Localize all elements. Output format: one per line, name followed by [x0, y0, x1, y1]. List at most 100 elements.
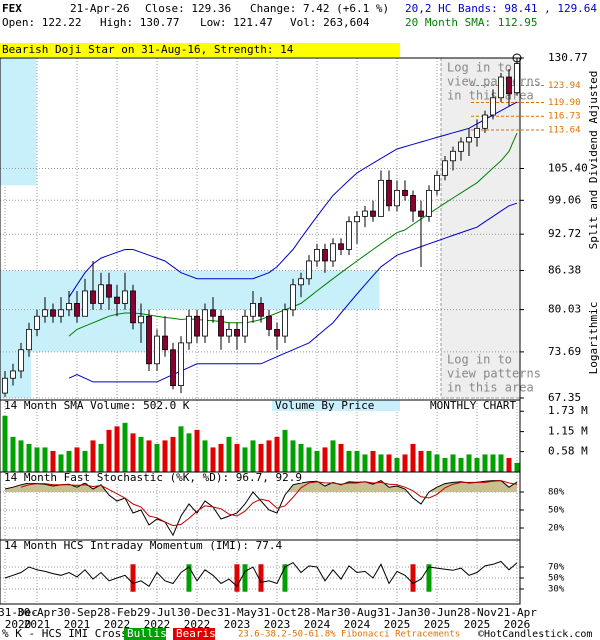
volume-bar — [490, 454, 496, 472]
pattern-notice: in this area — [447, 89, 534, 103]
y-tick-label: 67.35 — [548, 391, 581, 404]
volume-bar — [90, 440, 96, 472]
volume-bar — [10, 436, 16, 472]
candle-body — [290, 284, 296, 311]
candle-body — [114, 296, 120, 304]
x-tick-label: 30-Aug 2024 — [337, 606, 377, 631]
candle-body — [490, 97, 496, 116]
candle-body — [50, 309, 56, 317]
x-tick-label: 29-Jul 2022 — [137, 606, 177, 631]
x-tick-label: 31-Dec 2020 — [0, 606, 38, 631]
volume-bar — [250, 440, 256, 472]
candle-body — [394, 189, 400, 207]
volume-bar — [50, 450, 56, 472]
candle-body — [314, 249, 320, 262]
volume-bar — [18, 440, 24, 472]
pattern-area — [440, 57, 521, 399]
volume-bar — [82, 450, 88, 472]
candle-body — [338, 243, 344, 250]
candle-body — [306, 260, 312, 280]
x-tick-label: 31-Jan 2025 — [377, 606, 417, 631]
volume-bar — [418, 450, 424, 472]
volume-bar — [218, 443, 224, 472]
candle-body — [138, 315, 144, 324]
volume-bar — [338, 443, 344, 472]
volume-by-price-bar — [0, 58, 37, 186]
candle-body — [410, 195, 416, 212]
candle-body — [34, 315, 40, 330]
indicator-line — [4, 480, 518, 537]
y-tick-label: 80% — [548, 488, 565, 498]
y-tick-label: 50% — [548, 574, 565, 584]
y-tick-label: 99.06 — [548, 193, 581, 206]
volume-bar — [362, 454, 368, 472]
volume: Vol: 263,604 — [290, 16, 370, 29]
candle-body — [266, 315, 272, 330]
volume-bar — [378, 454, 384, 472]
y-tick-label: 73.69 — [548, 345, 581, 358]
candle-body — [106, 284, 112, 298]
x-tick-label: 31-Oct 2023 — [257, 606, 297, 631]
candle-body — [194, 315, 200, 337]
indicator-line — [20, 480, 518, 527]
fib-label: 123.94 — [548, 81, 581, 91]
date: 21-Apr-26 — [70, 2, 130, 15]
volume-bar — [258, 443, 264, 472]
candle-body — [122, 290, 128, 304]
candle-body — [90, 290, 96, 304]
candle-body — [154, 335, 160, 365]
y-tick-label: 0.58 M — [548, 445, 588, 458]
candle-body — [10, 370, 16, 379]
candle-body — [66, 303, 72, 311]
candle-body — [130, 290, 136, 324]
banner-bg — [0, 43, 400, 57]
candle-body — [2, 377, 8, 394]
volume-bar — [370, 450, 376, 472]
candle-body — [74, 303, 80, 317]
y-tick-label: 92.72 — [548, 227, 581, 240]
close: Close: 129.36 — [145, 2, 231, 15]
title-bg — [2, 541, 302, 551]
candle-body — [370, 210, 376, 217]
low: Low: 121.47 — [200, 16, 273, 29]
candle-body — [58, 309, 64, 317]
fib-label: 116.73 — [548, 112, 581, 122]
volume-bar — [194, 429, 200, 472]
x-tick-label: 30-Jun 2025 — [417, 606, 457, 631]
candle-body — [426, 189, 432, 217]
candle-body — [434, 174, 440, 191]
candle-body — [162, 335, 168, 351]
footer-crossover: % K - HCS IMI Crossover: — [2, 627, 161, 640]
x-tick-label: 31-May 2023 — [217, 606, 257, 631]
volume-bar — [498, 454, 504, 472]
y-tick-label: 1.73 M — [548, 404, 588, 417]
volume-bar — [42, 447, 48, 472]
candle-body — [250, 303, 256, 317]
candle-body — [354, 215, 360, 223]
candle-body — [26, 328, 32, 351]
footer-bullish: Bullish — [127, 627, 173, 640]
x-tick-label: 21-Apr 2026 — [497, 606, 537, 631]
side-label: Logarithmic — [587, 302, 600, 375]
volume-bar — [242, 447, 248, 472]
volume-bar — [314, 450, 320, 472]
panel-title: 14 Month Fast Stochastic (%K, %D): 96.7,… — [4, 471, 302, 484]
candle-body — [146, 315, 152, 365]
x-tick-label: 28-Mar 2024 — [297, 606, 337, 631]
x-tick-label: 28-Nov 2025 — [457, 606, 497, 631]
candle-body — [298, 278, 304, 286]
volume-bar — [322, 447, 328, 472]
volume-bar — [386, 454, 392, 472]
candle-body — [450, 150, 456, 162]
y-tick-label: 50% — [548, 506, 565, 516]
bearish-signal — [234, 564, 240, 592]
fib-label: 113.64 — [548, 125, 581, 135]
candle-body — [218, 315, 224, 337]
volume-bar — [34, 447, 40, 472]
volume-bar — [410, 443, 416, 472]
candle-body — [258, 303, 264, 317]
volume-bar — [402, 454, 408, 472]
y-tick-label: 130.77 — [548, 51, 588, 64]
